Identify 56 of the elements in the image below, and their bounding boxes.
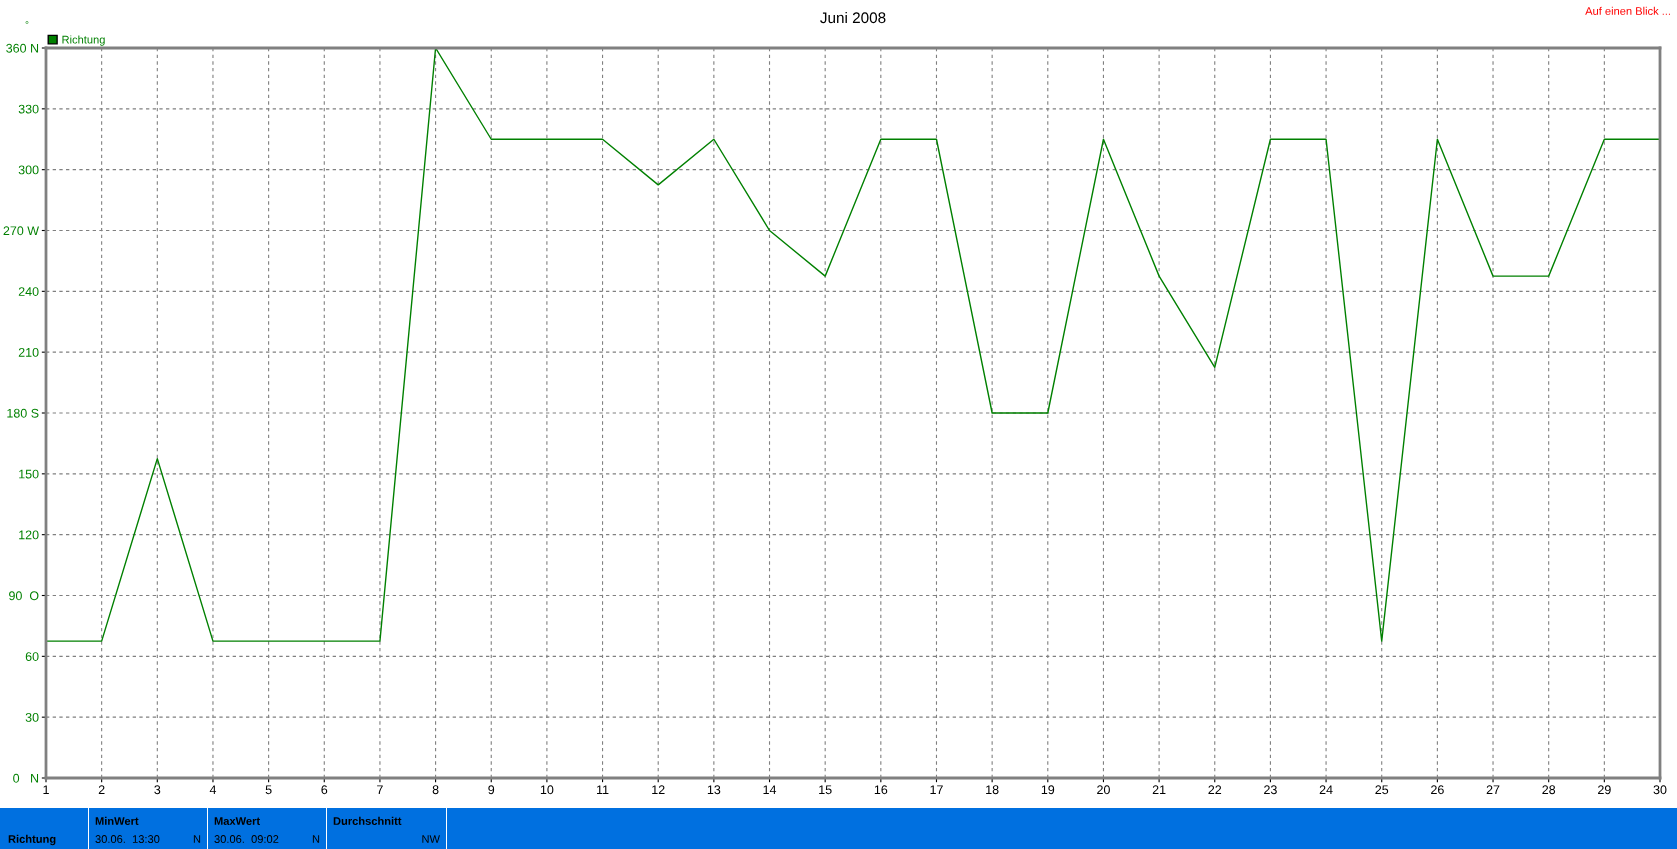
text: 30.06. 09:02 (214, 835, 279, 843)
y-tick-label: 330 (18, 104, 39, 114)
y-tick-label: 240 (18, 287, 39, 296)
legend-label: Richtung (62, 35, 105, 46)
x-tick-label: 7 (377, 785, 383, 794)
x-tick-label: 17 (930, 785, 943, 794)
text: MinWert (95, 816, 139, 825)
text: NW (422, 835, 440, 843)
text: Auf einen Blick ... (1585, 6, 1670, 15)
x-tick-label: 11 (597, 785, 609, 794)
text: Richtung (8, 834, 56, 846)
x-tick-label: 20 (1097, 785, 1110, 795)
x-tick-label: 26 (1431, 785, 1444, 795)
x-tick-label: 12 (652, 785, 665, 794)
y-tick-label: 180 S (7, 408, 39, 418)
x-tick-label: 9 (488, 785, 495, 795)
y-tick-label: 210 (18, 347, 39, 357)
text: Durchschnitt (333, 816, 402, 825)
x-tick-label: 8 (432, 785, 439, 795)
x-tick-label: 2 (98, 785, 105, 794)
x-tick-label: 18 (986, 785, 999, 795)
x-tick-label: 4 (209, 785, 217, 794)
y-tick-label: 270 W (3, 226, 40, 236)
x-tick-label: 6 (321, 785, 328, 795)
y-tick-label: 360 N (6, 43, 39, 53)
text: MaxWert (214, 817, 260, 825)
y-tick-label: 0 N (13, 773, 39, 783)
y-tick-label: 30 (25, 712, 39, 722)
x-tick-label: 22 (1208, 785, 1222, 794)
y-axis-title: ° (25, 21, 29, 24)
x-tick-label: 13 (707, 785, 721, 795)
y-tick-label: 90 O (9, 591, 39, 601)
x-tick-label: 19 (1041, 785, 1055, 795)
x-tick-label: 25 (1375, 785, 1389, 795)
x-tick-label: 30 (1653, 785, 1667, 795)
x-tick-label: 28 (1542, 785, 1556, 795)
x-tick-label: 14 (763, 785, 777, 794)
x-tick-label: 24 (1319, 785, 1333, 794)
x-tick-label: 23 (1264, 785, 1277, 795)
x-tick-label: 27 (1486, 785, 1500, 794)
text: 30.06. 13:30 (95, 835, 160, 843)
y-tick-label: 300 (18, 165, 39, 175)
x-tick-label: 1 (43, 785, 49, 794)
x-tick-label: 21 (1152, 785, 1166, 794)
x-tick-label: 5 (265, 785, 272, 795)
text: N (193, 835, 201, 843)
text: N (312, 835, 320, 843)
y-tick-label: 120 (19, 530, 39, 540)
x-tick-label: 16 (874, 785, 888, 795)
y-tick-label: 60 (25, 652, 39, 661)
x-tick-label: 29 (1598, 785, 1611, 795)
chart-title: Juni 2008 (820, 11, 886, 24)
x-tick-label: 3 (154, 785, 161, 795)
y-tick-label: 150 (19, 469, 39, 479)
x-tick-label: 10 (540, 785, 554, 795)
x-tick-label: 15 (819, 785, 832, 795)
